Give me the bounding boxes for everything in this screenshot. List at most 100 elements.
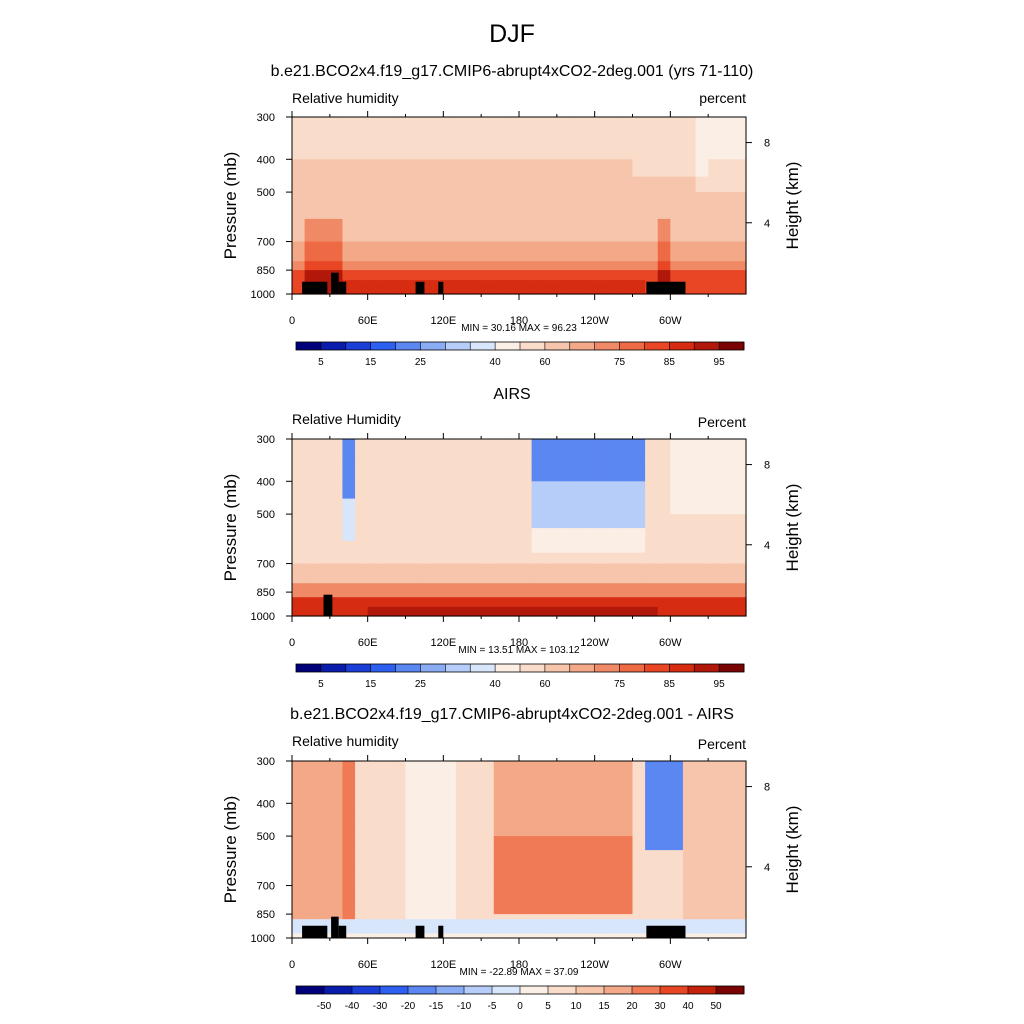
field-cell <box>733 284 747 291</box>
field-cell <box>682 439 697 463</box>
field-cell <box>468 192 482 207</box>
field-cell <box>708 514 722 529</box>
field-cell <box>670 761 684 785</box>
field-cell <box>607 284 621 291</box>
field-cell <box>670 206 684 220</box>
field-cell <box>607 836 621 851</box>
field-cell <box>430 540 444 554</box>
field-cell <box>594 540 608 554</box>
field-cell <box>481 528 495 542</box>
field-cell <box>443 583 457 593</box>
x-tick-label: 120E <box>430 959 456 971</box>
field-cell <box>582 573 596 584</box>
field-cell <box>342 895 356 906</box>
field-cell <box>493 251 507 262</box>
field-cell <box>380 280 394 286</box>
field-cell <box>544 928 558 935</box>
field-cell <box>304 606 318 613</box>
field-cell <box>531 895 545 906</box>
field-cell <box>695 895 709 906</box>
field-cell <box>519 606 533 613</box>
field-cell <box>632 583 646 593</box>
field-cell <box>380 261 394 271</box>
colorbar-label: 95 <box>714 679 726 690</box>
x-tick-label: 60W <box>659 959 682 971</box>
field-cell <box>443 919 457 925</box>
field-cell <box>355 284 369 291</box>
field-cell <box>468 159 482 178</box>
field-cell <box>582 850 596 864</box>
field-cell <box>317 573 331 584</box>
field-cell <box>304 583 318 593</box>
field-cell <box>645 583 659 593</box>
min-max-label: MIN = -22.89 MAX = 37.09 <box>460 967 579 978</box>
field-cell <box>468 439 482 463</box>
field-cell <box>708 914 722 920</box>
field-cell <box>720 602 734 608</box>
field-cell <box>556 573 571 584</box>
field-cell <box>418 783 432 804</box>
field-cell <box>682 885 697 897</box>
field-cell <box>380 192 394 207</box>
field-cell <box>493 192 507 207</box>
field-cell <box>380 289 394 295</box>
x-tick-label: 180 <box>510 315 528 327</box>
field-cell <box>405 885 419 897</box>
field-cell <box>720 573 734 584</box>
field-cell <box>594 439 608 463</box>
field-cell <box>430 218 444 232</box>
field-cell <box>329 573 344 584</box>
field-cell <box>405 895 419 906</box>
field-cell <box>367 139 381 160</box>
field-cell <box>493 514 507 529</box>
field-cell <box>392 261 407 271</box>
field-cell <box>720 230 734 243</box>
field-cell <box>670 241 684 253</box>
field-cell <box>329 439 344 463</box>
field-cell <box>607 514 621 529</box>
field-cell <box>455 914 470 920</box>
field-cell <box>405 461 419 482</box>
field-cell <box>582 874 596 887</box>
field-cell <box>418 836 432 851</box>
field-cell <box>392 885 407 897</box>
field-cell <box>405 874 419 887</box>
field-cell <box>708 928 722 935</box>
field-cell <box>531 919 545 925</box>
field-cell <box>481 159 495 178</box>
field-cell <box>455 284 470 291</box>
field-cell <box>619 280 634 286</box>
field-cell <box>682 139 697 160</box>
colorbar-swatch <box>644 342 670 350</box>
field-cell <box>367 602 381 608</box>
field-cell <box>594 583 608 593</box>
colorbar-swatch <box>495 664 521 672</box>
field-cell <box>405 924 419 930</box>
field-cell <box>468 924 482 930</box>
field-cell <box>632 289 646 295</box>
field-cell <box>607 176 621 193</box>
field-cell <box>418 592 432 598</box>
field-cell <box>493 284 507 291</box>
field-cell <box>493 289 507 295</box>
field-cell <box>405 540 419 554</box>
field-cell <box>506 885 520 897</box>
field-cell <box>607 117 621 141</box>
field-cell <box>329 159 344 178</box>
field-cell <box>582 280 596 286</box>
field-cell <box>430 597 444 603</box>
colorbar-swatch <box>464 986 493 994</box>
field-cell <box>443 836 457 851</box>
field-cell <box>682 611 697 617</box>
field-cell <box>418 573 432 584</box>
field-cell <box>657 862 671 876</box>
field-cell <box>733 540 747 554</box>
field-cell <box>392 528 407 542</box>
field-cell <box>607 540 621 554</box>
field-cell <box>329 850 344 864</box>
field-cell <box>342 933 356 939</box>
field-cell <box>519 139 533 160</box>
field-cell <box>582 783 596 804</box>
x-tick-label: 0 <box>289 637 295 649</box>
field-cell <box>468 885 482 897</box>
